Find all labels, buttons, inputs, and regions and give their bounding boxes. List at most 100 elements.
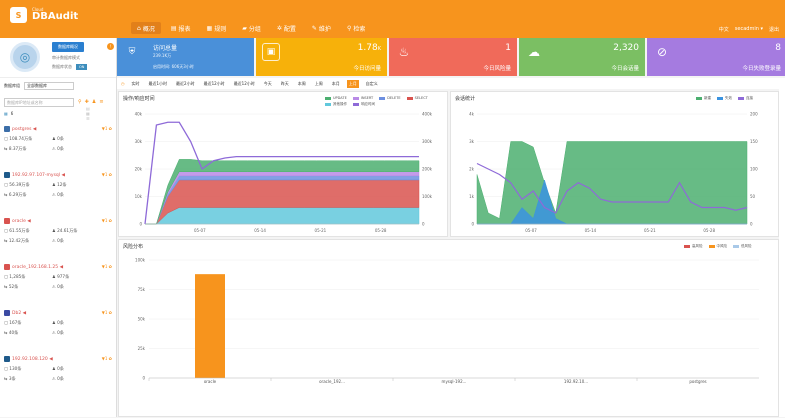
- user-icon[interactable]: ♟: [91, 99, 97, 105]
- logo-mark: S: [10, 7, 27, 23]
- time-range-3[interactable]: 最近12小时: [203, 80, 225, 86]
- legend-item[interactable]: 连接: [738, 96, 753, 101]
- logout-link[interactable]: 退出: [768, 27, 779, 33]
- time-range-10[interactable]: 上月: [346, 79, 359, 88]
- db-alerts: ⚠ 0条: [52, 330, 64, 335]
- y-tick-label: 10k: [135, 194, 143, 199]
- db-list-item[interactable]: postgres ◀ ▼1 ✿ ▢ 108.74万条 ♟ 0条 ⇆ 8.37万条 ⚠ 0条: [4, 126, 114, 170]
- db-warning-badge[interactable]: ▼1 ✿: [101, 310, 112, 315]
- x-tick-label: 05-28: [703, 228, 715, 233]
- time-range-4[interactable]: 最近12小时: [233, 80, 255, 86]
- db-list-item[interactable]: oracle_192.168.1.25 ◀ ▼1 ✿ ▢ 1,285条 ♟ 977条 ⇆…: [4, 264, 114, 308]
- db-risks: ⇆ 6.29万条: [4, 192, 27, 197]
- nav-maintain[interactable]: ✎ 维护: [306, 22, 337, 34]
- legend-item[interactable]: 中风险: [708, 244, 727, 249]
- status-badge[interactable]: ON: [76, 64, 88, 70]
- nav-group[interactable]: ▰ 分组: [236, 22, 267, 34]
- nav-label: 分组: [248, 25, 261, 33]
- legend-item[interactable]: UPDATE: [325, 96, 347, 100]
- time-range-8[interactable]: 上周: [314, 80, 323, 86]
- nav-label: 报表: [178, 25, 191, 33]
- legend-item[interactable]: DELETE: [379, 96, 401, 100]
- db-group-dropdown[interactable]: 全部数据库: [24, 82, 74, 90]
- db-risks: ⇆ 8.37万条: [4, 146, 27, 151]
- time-range-6[interactable]: 昨天: [280, 80, 289, 86]
- db-warning-badge[interactable]: ▼1 ✿: [101, 218, 112, 223]
- y-tick-label: 0: [139, 222, 142, 227]
- db-alerts: ⚠ 0条: [52, 146, 64, 151]
- chart-legend: UPDATE INSERT DELETE SELECT 其他操作 响应时间: [325, 96, 445, 107]
- y2-tick-label: 50: [750, 194, 756, 199]
- legend-item[interactable]: INSERT: [352, 96, 373, 100]
- area-series-新建: [476, 141, 748, 225]
- time-range-0[interactable]: 实时: [131, 80, 140, 86]
- y2-tick-label: 400k: [422, 112, 433, 117]
- card-value: 1.78K: [358, 43, 381, 53]
- add-db-icon[interactable]: ✚: [84, 99, 89, 105]
- app-logo[interactable]: S Cloud DBAudit: [10, 7, 78, 23]
- y-tick-label: 50k: [138, 317, 146, 322]
- db-name[interactable]: Db2 ◀: [4, 310, 114, 316]
- db-name[interactable]: oracle ◀: [4, 218, 114, 224]
- time-range-7[interactable]: 本周: [297, 80, 306, 86]
- legend-item[interactable]: 高风险: [684, 244, 703, 249]
- nav-search[interactable]: ⚲ 检索: [341, 22, 371, 34]
- legend-item[interactable]: SELECT: [406, 96, 428, 100]
- card-value: 1: [505, 43, 511, 53]
- time-range-5[interactable]: 今天: [263, 80, 272, 86]
- nav-overview[interactable]: ⌂ 概况: [131, 22, 161, 34]
- db-warning-badge[interactable]: ▼1 ✿: [101, 126, 112, 131]
- legend-item[interactable]: 其他操作: [325, 102, 347, 107]
- db-list-item[interactable]: oracle ◀ ▼1 ✿ ▢ 61.55万条 ♟ 24.61万条 ⇆ 12.42万条 ⚠…: [4, 218, 114, 262]
- db-warning-badge[interactable]: ▼1 ✿: [101, 356, 112, 361]
- legend-swatch: [353, 103, 359, 106]
- y-tick-label: 75k: [138, 287, 146, 292]
- db-list-item[interactable]: Db2 ◀ ▼1 ✿ ▢ 167条 ♟ 0条 ⇆ 40条 ⚠ 0条: [4, 310, 114, 354]
- card-today-session[interactable]: ☁ 2,320 今日会话量: [519, 38, 645, 76]
- db-sessions: ▢ 130条: [4, 366, 22, 371]
- logo-small-text: Cloud: [32, 7, 44, 12]
- db-warning-badge[interactable]: ▼1 ✿: [101, 172, 112, 177]
- time-range-11[interactable]: 自定义: [365, 80, 378, 86]
- nav-report[interactable]: ▤ 报表: [165, 22, 197, 34]
- nav-rule[interactable]: ▦ 规则: [201, 22, 233, 34]
- db-overview-button[interactable]: 数据库概况: [52, 42, 84, 52]
- legend-item[interactable]: 失效: [717, 96, 732, 101]
- db-name[interactable]: postgres ◀: [4, 126, 114, 132]
- card-total-access[interactable]: ⛨ 访问总量 239.1K万 启用时间: 606天3小时: [117, 38, 254, 76]
- db-list-item[interactable]: 192.92.97.107-mysql ◀ ▼1 ✿ ▢ 56.39万条 ♟ 12条 ⇆…: [4, 172, 114, 216]
- legend-swatch: [717, 97, 723, 100]
- card-today-access[interactable]: ▣ 1.78K 今日访问量: [256, 38, 387, 76]
- db-list-item[interactable]: 192.92.108.120 ◀ ▼1 ✿ ▢ 130条 ♟ 0条 ⇆ 3条 ⚠ 0条: [4, 356, 114, 400]
- db-name[interactable]: oracle_192.168.1.25 ◀: [4, 264, 114, 270]
- legend-item[interactable]: 新建: [696, 96, 711, 101]
- card-today-failed-login[interactable]: ⊘ 8 今日失败登录量: [647, 38, 785, 76]
- alert-icon[interactable]: !: [107, 43, 114, 50]
- db-group-select: 数据库组 全部数据库: [4, 82, 74, 90]
- area-series-UPDATE: [145, 159, 420, 225]
- time-range-2[interactable]: 最近2小时: [176, 80, 195, 86]
- db-search-input[interactable]: 数据库IP地址或名称: [4, 98, 74, 107]
- list-icon[interactable]: ≡: [99, 99, 104, 105]
- user-menu[interactable]: secadmin ▾: [734, 26, 763, 32]
- time-range-9[interactable]: 本月: [331, 80, 340, 86]
- y-tick-label: 4k: [469, 112, 475, 117]
- legend-item[interactable]: 低风险: [733, 244, 752, 249]
- session-chart: 0 1k 2k 3k 4k 0 50 100 150 200 05-07 05-14 05-21 05-2…: [469, 112, 758, 234]
- db-type-icon: [4, 172, 10, 178]
- legend-label: 连接: [746, 96, 753, 100]
- nav-config[interactable]: ✲ 配置: [271, 22, 302, 34]
- language-toggle[interactable]: 中文: [718, 27, 729, 33]
- legend-item[interactable]: 响应时间: [353, 102, 375, 107]
- search-icon[interactable]: ⚲: [78, 99, 82, 105]
- db-warning-badge[interactable]: ▼1 ✿: [101, 264, 112, 269]
- time-range-1[interactable]: 最近1小时: [148, 80, 168, 86]
- y-tick-label: 30k: [135, 139, 143, 144]
- view-toggle-icon[interactable]: ▤ ▦ ☰: [86, 106, 90, 121]
- legend-label: 低风险: [741, 244, 752, 248]
- card-today-risk[interactable]: ♨ 1 今日风险量: [389, 38, 517, 76]
- clock-icon: ◷: [121, 81, 125, 86]
- legend-label: SELECT: [414, 96, 428, 100]
- db-name[interactable]: 192.92.97.107-mysql ◀: [4, 172, 114, 178]
- db-name[interactable]: 192.92.108.120 ◀: [4, 356, 114, 362]
